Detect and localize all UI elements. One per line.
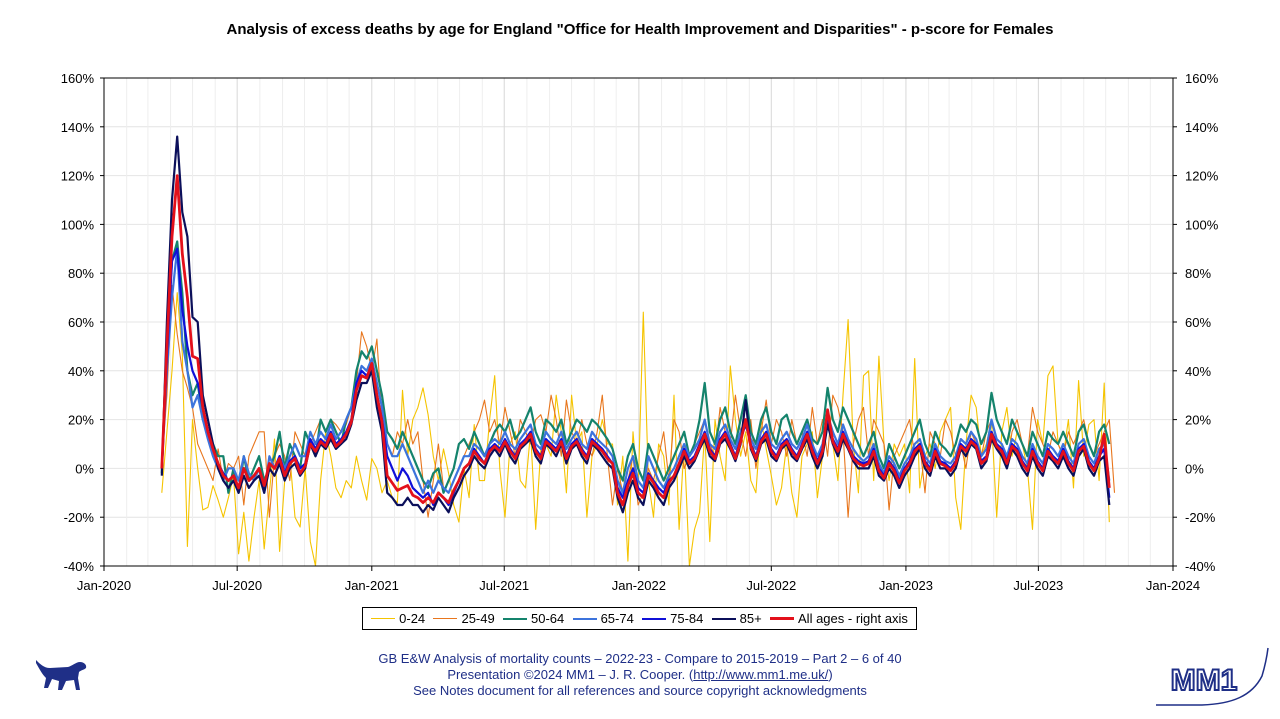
- y-tick-label-right: -40%: [1185, 559, 1216, 574]
- series-line-50-64: [160, 240, 1111, 494]
- legend-label-0-24: 0-24: [399, 611, 426, 626]
- footer-line-1: GB E&W Analysis of mortality counts – 20…: [378, 651, 902, 666]
- legend-label-50-64: 50-64: [531, 611, 565, 626]
- series-line-65-74: [160, 247, 1111, 494]
- x-tick-label: Jan-2021: [345, 578, 399, 593]
- x-tick-label: Jul-2020: [212, 578, 262, 593]
- y-tick-label-left: 20%: [68, 413, 94, 428]
- legend-label-all-ages: All ages - right axis: [798, 611, 908, 626]
- legend-item-85-plus: 85+: [711, 611, 762, 626]
- y-tick-label-left: 140%: [61, 120, 95, 135]
- legend-item-50-64: 50-64: [503, 611, 564, 626]
- y-tick-label-left: 80%: [68, 266, 94, 281]
- legend-item-65-74: 65-74: [572, 611, 634, 626]
- mm1-logo-text: MM1: [1171, 664, 1238, 697]
- y-tick-label-right: 60%: [1185, 315, 1211, 330]
- mm1-logo-icon: MM1: [1156, 647, 1269, 706]
- x-tick-label: Jan-2023: [879, 578, 933, 593]
- y-tick-label-right: 140%: [1185, 120, 1219, 135]
- y-tick-label-left: 40%: [68, 364, 94, 379]
- legend-item-75-84: 75-84: [642, 611, 703, 626]
- legend-label-65-74: 65-74: [600, 611, 634, 626]
- legend-item-0-24: 0-24: [371, 611, 425, 626]
- legend-label-85-plus: 85+: [739, 611, 762, 626]
- legend-swatch-all-ages: [770, 617, 795, 620]
- y-tick-label-right: 80%: [1185, 266, 1211, 281]
- x-tick-label: Jan-2024: [1146, 578, 1200, 593]
- legend-swatch-65-74: [572, 617, 597, 620]
- y-tick-label-right: 120%: [1185, 169, 1219, 184]
- y-tick-label-right: -20%: [1185, 510, 1216, 525]
- footer-line-2: Presentation ©2024 MM1 – J. R. Cooper. (…: [0, 667, 1280, 683]
- y-tick-label-left: 100%: [61, 217, 95, 232]
- legend-label-25-49: 25-49: [461, 611, 495, 626]
- legend-item-all-ages: All ages - right axis: [770, 611, 908, 626]
- footer-credit-suffix: ): [828, 667, 833, 682]
- y-tick-label-right: 20%: [1185, 413, 1211, 428]
- y-tick-label-right: 160%: [1185, 71, 1219, 86]
- y-tick-label-left: 160%: [61, 71, 95, 86]
- y-tick-label-left: 120%: [61, 169, 95, 184]
- legend: 0-24 25-49 50-64 65-74 75-84 85+ All age…: [362, 607, 917, 630]
- legend-swatch-50-64: [503, 617, 528, 620]
- legend-swatch-75-84: [642, 617, 667, 620]
- legend-swatch-25-49: [433, 618, 458, 619]
- series-line-all-ages: [160, 174, 1111, 507]
- footer-credit-prefix: Presentation ©2024 MM1 – J. R. Cooper. (: [447, 667, 694, 682]
- footer-line-3: See Notes document for all references an…: [413, 683, 867, 698]
- y-tick-label-right: 100%: [1185, 217, 1219, 232]
- legend-swatch-85-plus: [711, 617, 736, 620]
- y-tick-label-left: 0%: [75, 461, 94, 476]
- footer-website-link[interactable]: http://www.mm1.me.uk/: [693, 667, 829, 682]
- y-tick-label-left: 60%: [68, 315, 94, 330]
- x-tick-label: Jul-2022: [746, 578, 796, 593]
- dog-logo-icon: [36, 660, 87, 690]
- series-lines: [160, 135, 1116, 567]
- y-tick-label-right: 40%: [1185, 364, 1211, 379]
- x-tick-label: Jan-2020: [77, 578, 131, 593]
- x-tick-label: Jul-2023: [1013, 578, 1063, 593]
- x-tick-label: Jan-2022: [612, 578, 666, 593]
- y-tick-label-right: 0%: [1185, 461, 1204, 476]
- chart-title: Analysis of excess deaths by age for Eng…: [226, 21, 1054, 38]
- legend-label-75-84: 75-84: [670, 611, 704, 626]
- x-tick-label: Jul-2021: [479, 578, 529, 593]
- legend-item-25-49: 25-49: [433, 611, 495, 626]
- y-tick-label-left: -40%: [64, 559, 95, 574]
- y-tick-label-left: -20%: [64, 510, 95, 525]
- legend-swatch-0-24: [371, 618, 396, 619]
- series-line-0-24: [161, 292, 1110, 567]
- axes: -40% -40% -20% -20% 0% 0% 20% 20% 40% 40% 60% 60% 80…: [61, 71, 1219, 593]
